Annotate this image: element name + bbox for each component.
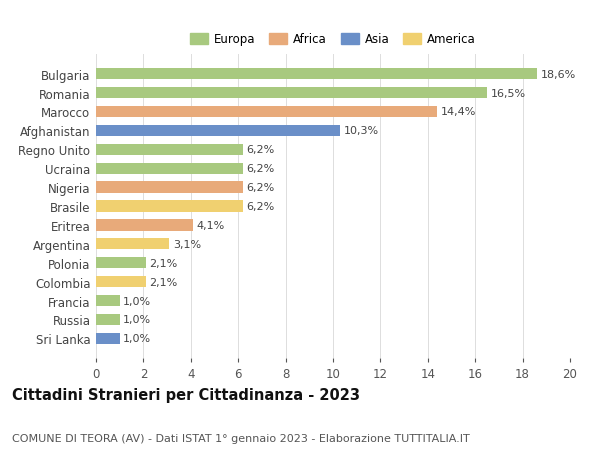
Text: 1,0%: 1,0%	[123, 315, 151, 325]
Text: Cittadini Stranieri per Cittadinanza - 2023: Cittadini Stranieri per Cittadinanza - 2…	[12, 387, 360, 403]
Bar	[96, 69, 537, 80]
Text: 18,6%: 18,6%	[541, 69, 575, 79]
Bar	[96, 163, 243, 174]
Text: 4,1%: 4,1%	[197, 220, 225, 230]
Bar	[96, 106, 437, 118]
Bar	[96, 88, 487, 99]
Bar	[96, 201, 243, 212]
Text: 2,1%: 2,1%	[149, 277, 178, 287]
Text: 6,2%: 6,2%	[247, 145, 275, 155]
Bar	[96, 295, 120, 307]
Text: 2,1%: 2,1%	[149, 258, 178, 268]
Bar	[96, 182, 243, 193]
Text: 6,2%: 6,2%	[247, 164, 275, 174]
Bar	[96, 257, 146, 269]
Bar	[96, 314, 120, 325]
Bar	[96, 220, 193, 231]
Text: 6,2%: 6,2%	[247, 183, 275, 193]
Bar	[96, 239, 169, 250]
Text: 3,1%: 3,1%	[173, 239, 201, 249]
Text: COMUNE DI TEORA (AV) - Dati ISTAT 1° gennaio 2023 - Elaborazione TUTTITALIA.IT: COMUNE DI TEORA (AV) - Dati ISTAT 1° gen…	[12, 433, 470, 442]
Text: 16,5%: 16,5%	[491, 89, 526, 98]
Text: 1,0%: 1,0%	[123, 296, 151, 306]
Bar	[96, 333, 120, 344]
Text: 10,3%: 10,3%	[344, 126, 379, 136]
Bar	[96, 144, 243, 156]
Bar	[96, 125, 340, 137]
Text: 1,0%: 1,0%	[123, 334, 151, 344]
Bar	[96, 276, 146, 288]
Text: 6,2%: 6,2%	[247, 202, 275, 212]
Text: 14,4%: 14,4%	[441, 107, 476, 117]
Legend: Europa, Africa, Asia, America: Europa, Africa, Asia, America	[190, 33, 476, 46]
